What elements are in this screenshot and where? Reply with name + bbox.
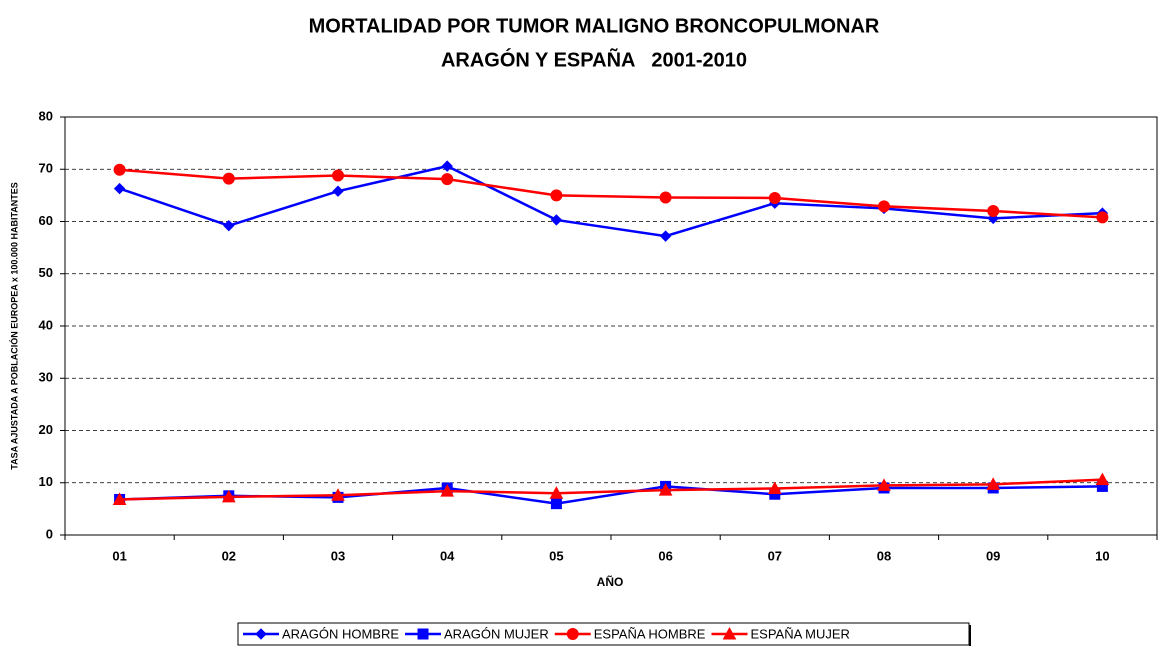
y-tick-label: 80: [39, 108, 53, 123]
legend-label: ESPAÑA MUJER: [750, 626, 849, 641]
y-tick-label: 60: [39, 213, 53, 228]
marker: [986, 477, 1001, 490]
marker: [441, 173, 454, 186]
series-line: [119, 485, 1103, 505]
series-line: [119, 168, 1103, 219]
x-tick-label: 01: [112, 548, 126, 563]
marker: [112, 492, 127, 505]
marker: [550, 214, 563, 226]
x-tick-label: 07: [768, 548, 782, 563]
x-tick-label: 05: [549, 548, 563, 563]
marker: [722, 626, 737, 640]
y-tick-label: 40: [39, 317, 53, 332]
x-tick-label: 10: [1095, 548, 1109, 563]
marker: [113, 163, 126, 176]
x-tick-label: 09: [986, 548, 1000, 563]
legend-label: ESPAÑA HOMBRE: [594, 626, 706, 641]
y-axis-label: TASA AJUSTADA A POBLACIÓN EUROPEA x 100.…: [8, 182, 19, 470]
x-tick-label: 06: [658, 548, 672, 563]
marker: [223, 219, 235, 232]
marker: [659, 230, 672, 242]
marker: [549, 486, 564, 499]
marker: [221, 489, 236, 503]
marker: [878, 200, 890, 213]
legend-label: ARAGÓN HOMBRE: [282, 626, 399, 641]
marker: [331, 488, 345, 501]
x-tick-label: 08: [877, 548, 891, 563]
legend-label: ARAGÓN MUJER: [444, 626, 549, 641]
y-tick-label: 50: [39, 265, 53, 280]
chart-title: ARAGÓN Y ESPAÑA 2001-2010: [441, 47, 747, 71]
marker: [113, 182, 126, 195]
marker: [877, 478, 891, 491]
marker: [566, 628, 579, 640]
marker: [417, 628, 429, 640]
x-tick-label: 02: [222, 548, 236, 563]
y-tick-label: 30: [39, 370, 53, 385]
x-tick-label: 04: [440, 548, 455, 563]
series-line: [119, 164, 1103, 238]
marker: [767, 481, 782, 494]
marker: [441, 160, 453, 172]
marker: [1096, 211, 1109, 224]
marker: [658, 483, 673, 496]
marker: [550, 189, 563, 202]
marker: [768, 191, 781, 204]
marker: [332, 185, 344, 197]
y-tick-label: 10: [39, 474, 53, 489]
y-tick-label: 20: [39, 422, 53, 437]
marker: [332, 169, 344, 182]
series-line: [119, 478, 1103, 501]
marker: [440, 484, 455, 497]
x-axis-label: AÑO: [597, 574, 624, 589]
y-tick-label: 0: [46, 526, 53, 541]
x-tick-label: 03: [331, 548, 345, 563]
marker: [987, 205, 1000, 218]
marker: [255, 628, 267, 640]
chart-title: MORTALIDAD POR TUMOR MALIGNO BRONCOPULMO…: [309, 15, 880, 37]
marker: [550, 498, 562, 510]
y-tick-label: 70: [39, 161, 53, 176]
legend: ARAGÓN HOMBRE ARAGÓN MUJER ESPAÑA HOMBRE ES…: [237, 622, 971, 646]
marker: [1095, 472, 1110, 486]
marker: [659, 191, 672, 204]
marker: [222, 172, 235, 185]
